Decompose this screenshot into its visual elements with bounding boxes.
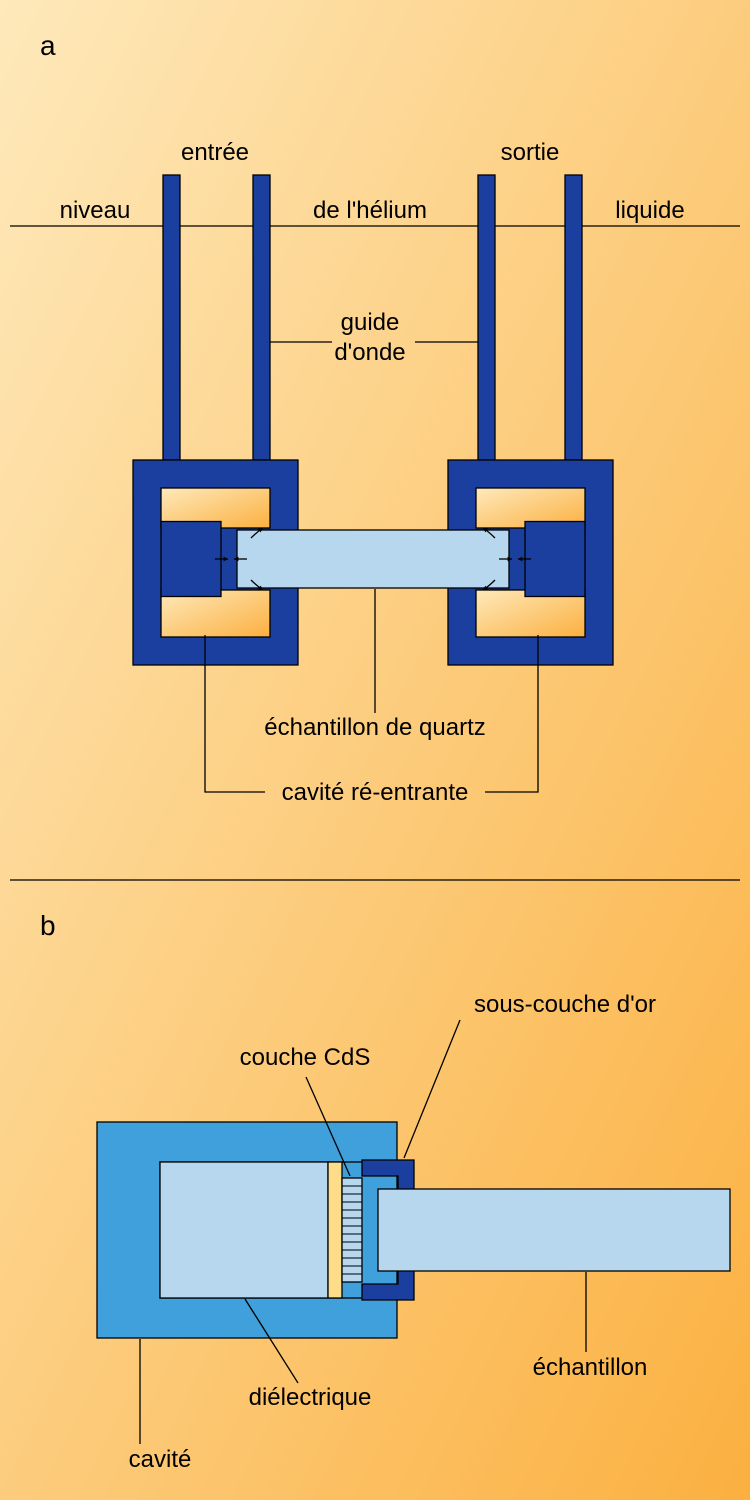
b-sample-bar xyxy=(378,1189,730,1271)
label-guide: guide xyxy=(341,309,400,336)
label-helium: de l'hélium xyxy=(313,197,427,224)
label-niveau: niveau xyxy=(60,197,131,224)
tube-right-inner xyxy=(478,175,495,460)
tube-left-inner xyxy=(253,175,270,460)
panel-a-label: a xyxy=(40,30,56,61)
label-echantillon-b: échantillon xyxy=(533,1354,648,1381)
label-echantillon-quartz: échantillon de quartz xyxy=(264,714,485,741)
quartz-sample xyxy=(237,530,509,588)
label-sous-couche: sous-couche d'or xyxy=(474,991,656,1018)
tube-left-outer xyxy=(163,175,180,460)
label-liquide: liquide xyxy=(615,197,684,224)
panel-b-label: b xyxy=(40,910,56,941)
label-entree: entrée xyxy=(181,139,249,166)
b-yellow-strip xyxy=(328,1162,342,1298)
label-cavite-reentrante: cavité ré-entrante xyxy=(282,779,469,806)
b-dielectric xyxy=(160,1162,328,1298)
label-couche-cds: couche CdS xyxy=(240,1044,371,1071)
label-donde: d'onde xyxy=(334,339,405,366)
diagram-root: .panel-label { font-family:Arial, Helvet… xyxy=(0,0,750,1500)
label-cavite-b: cavité xyxy=(129,1446,192,1473)
tube-right-outer xyxy=(565,175,582,460)
b-cds-layer xyxy=(342,1178,362,1282)
label-dielectrique: diélectrique xyxy=(249,1384,372,1411)
label-sortie: sortie xyxy=(501,139,560,166)
